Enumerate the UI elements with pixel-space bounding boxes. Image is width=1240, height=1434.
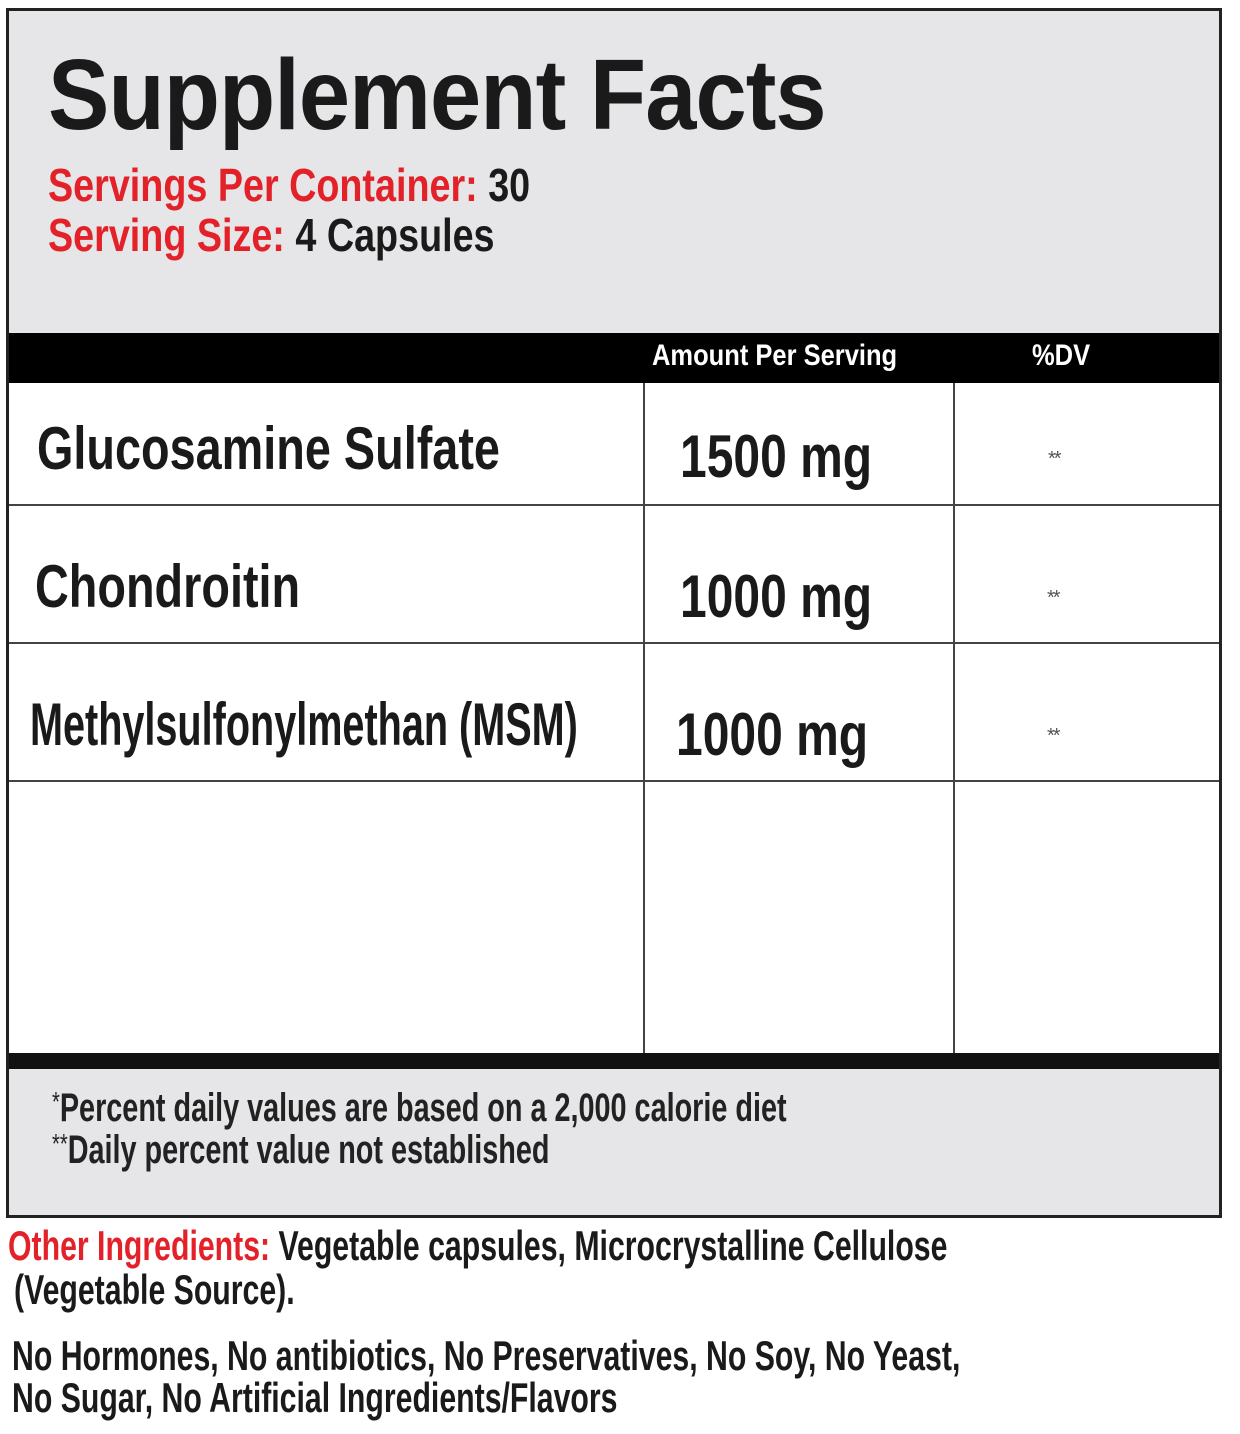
amount-header: Amount Per Serving [652, 339, 898, 372]
ingredient-name: Glucosamine Sulfate [37, 415, 500, 482]
servings-label: Servings Per Container: [48, 159, 478, 211]
footnote: *Percent daily values are based on a 2,0… [52, 1086, 1072, 1131]
ingredient-dv: ** [1047, 587, 1061, 609]
header-area [9, 11, 1219, 333]
thick-divider [9, 1053, 1219, 1069]
footnote-mark: * [52, 1086, 60, 1117]
footnote-area [9, 1069, 1219, 1215]
row-divider [9, 780, 1219, 782]
supplement-facts-panel [6, 8, 1222, 1218]
column-divider [643, 383, 645, 1053]
serving-size-unit: Capsules [326, 209, 495, 261]
page-title: Supplement Facts [48, 39, 827, 151]
ingredient-dv: ** [1048, 448, 1062, 470]
row-divider [9, 642, 1219, 644]
column-header-bar [9, 333, 1219, 383]
servings-per-container: Servings Per Container: 30 [48, 158, 636, 212]
other-ingredients-label: Other Ingredients: [8, 1222, 271, 1269]
other-ingredients: Other Ingredients: Vegetable capsules, M… [8, 1222, 1240, 1270]
ingredient-name: Methylsulfonylmethan (MSM) [30, 691, 578, 758]
ingredient-amount: 1000 mg [676, 701, 869, 768]
other-ingredients-line2: (Vegetable Source). [14, 1266, 295, 1313]
footnote-text: Daily percent value not established [67, 1128, 550, 1172]
footnote-text: Percent daily values are based on a 2,00… [59, 1086, 787, 1130]
other-ingredients-line1: Vegetable capsules, Microcrystalline Cel… [278, 1222, 948, 1269]
ingredient-name: Chondroitin [35, 553, 301, 620]
ingredient-amount: 1000 mg [680, 563, 873, 630]
footnote: **Daily percent value not established [52, 1128, 743, 1173]
ingredient-amount: 1500 mg [680, 423, 873, 490]
claims-line2: No Sugar, No Artificial Ingredients/Flav… [12, 1374, 618, 1421]
dv-header: %DV [1032, 339, 1091, 372]
claims-line1: No Hormones, No antibiotics, No Preserva… [12, 1332, 961, 1379]
ingredient-dv: ** [1047, 725, 1061, 747]
row-divider [9, 504, 1219, 506]
serving-size: Serving Size: 4 Capsules [48, 208, 593, 262]
column-divider [953, 383, 955, 1053]
footnote-mark: ** [52, 1128, 68, 1159]
serving-size-label: Serving Size: [48, 209, 285, 261]
servings-value: 30 [488, 159, 531, 211]
serving-size-value: 4 [295, 209, 317, 261]
